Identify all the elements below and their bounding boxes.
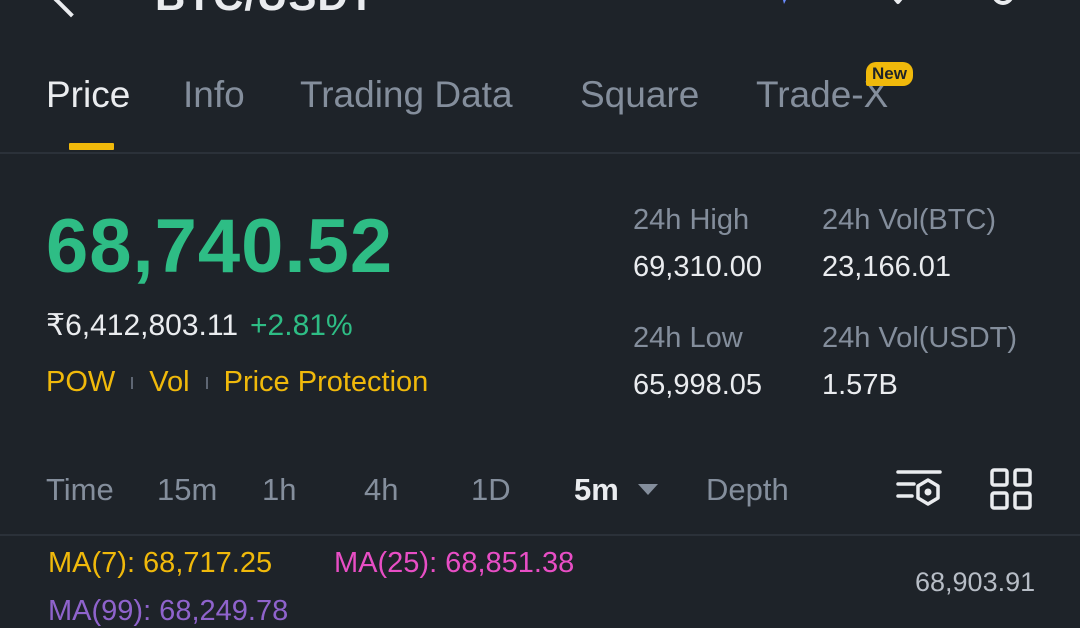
tag-divider	[131, 376, 134, 389]
tag-pow[interactable]: POW	[46, 366, 116, 398]
ai-sparkle-icon[interactable]	[780, 0, 820, 6]
tab-price[interactable]: Price	[46, 74, 131, 115]
fiat-line: ₹6,412,803.11 +2.81%	[46, 308, 353, 343]
grid-icon[interactable]	[989, 467, 1033, 511]
fiat-price: ₹6,412,803.11	[46, 309, 239, 342]
interval-4h[interactable]: 4h	[364, 472, 399, 507]
low-value: 65,998.05	[633, 369, 763, 401]
pair-title[interactable]: BTC/USDT	[155, 0, 375, 20]
vol-btc-value: 23,166.01	[822, 251, 952, 283]
tag-divider	[205, 376, 208, 389]
high-label: 24h High	[633, 204, 750, 236]
tag-vol[interactable]: Vol	[149, 366, 190, 398]
vol-btc-label: 24h Vol(BTC)	[822, 204, 997, 236]
vol-usdt-value: 1.57B	[822, 369, 898, 401]
tag-list: POW Vol Price Protection	[46, 366, 428, 399]
tab-info[interactable]: Info	[183, 74, 245, 115]
active-tab-indicator	[69, 143, 114, 150]
price-axis-label: 68,903.91	[915, 567, 1036, 597]
ma99-legend: MA(99): 68,249.78	[48, 595, 289, 627]
low-label: 24h Low	[633, 322, 743, 354]
interval-1h[interactable]: 1h	[262, 472, 297, 507]
share-icon[interactable]	[990, 0, 1016, 8]
star-icon[interactable]	[880, 0, 916, 8]
back-arrow-icon[interactable]	[52, 0, 90, 18]
ma25-legend: MA(25): 68,851.38	[334, 547, 575, 579]
interval-15m[interactable]: 15m	[157, 472, 218, 507]
chart-settings-icon[interactable]	[896, 468, 942, 510]
interval-depth[interactable]: Depth	[706, 472, 789, 507]
interval-time[interactable]: Time	[46, 472, 114, 507]
last-price: 68,740.52	[46, 204, 394, 289]
top-bar: BTC/USDT	[0, 0, 1080, 20]
main-tabs: Price Info Trading Data Square Trade-X	[0, 60, 1080, 154]
tab-trading-data[interactable]: Trading Data	[300, 74, 513, 115]
tab-square[interactable]: Square	[580, 74, 700, 115]
interval-5m-dropdown[interactable]: 5m	[574, 472, 619, 507]
change-percent: +2.81%	[250, 309, 353, 342]
new-badge: New	[866, 62, 913, 86]
tag-price-protection[interactable]: Price Protection	[223, 366, 429, 398]
vol-usdt-label: 24h Vol(USDT)	[822, 322, 1018, 354]
ma7-legend: MA(7): 68,717.25	[48, 547, 273, 579]
interval-1d[interactable]: 1D	[471, 472, 511, 507]
high-value: 69,310.00	[633, 251, 763, 283]
chevron-down-icon[interactable]	[638, 484, 658, 495]
interval-bar: Time 15m 1h 4h 1D 5m Depth	[0, 460, 1080, 536]
